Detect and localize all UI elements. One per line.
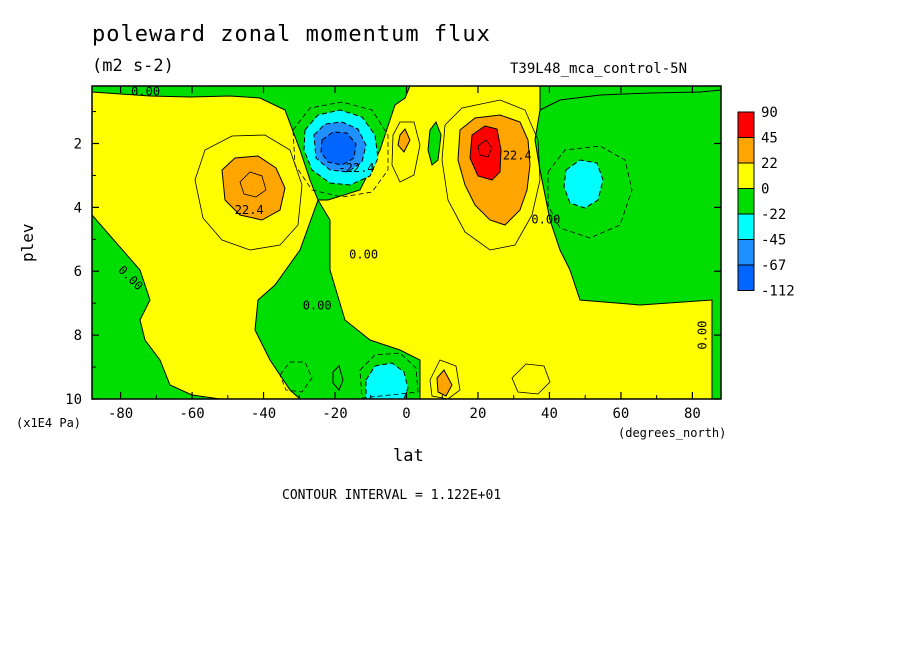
contour-line-small-north	[391, 121, 421, 183]
contour-label: 0.00	[531, 212, 560, 226]
contour-line-west-inner	[239, 171, 267, 198]
contour-label: 22.4	[235, 203, 264, 217]
legend-level-label: 90	[761, 105, 778, 121]
legend-level-label: 0	[761, 182, 769, 198]
contour-label: 0.00	[349, 247, 378, 261]
contour-line-bottom-right	[511, 363, 551, 395]
contour-line-bottom-center	[359, 352, 419, 399]
legend-swatch	[737, 239, 755, 266]
x-tick-label: -20	[322, 406, 347, 422]
contour-line-bottom-left	[279, 361, 313, 393]
x-tick-label: -60	[179, 406, 204, 422]
band-negative-east-top	[539, 86, 721, 111]
legend-swatch	[737, 264, 755, 291]
band-45-to-90	[469, 125, 502, 181]
contour-label: -22.4	[338, 161, 374, 175]
y-axis-units: (x1E4 Pa)	[16, 416, 82, 430]
contour-line-bottom-small	[429, 359, 461, 399]
legend-colorbar: 90 45 22 0 -22 -45 -67 -112	[737, 105, 795, 300]
filled-contours	[92, 86, 721, 399]
legend-level-label: 45	[761, 131, 778, 147]
x-tick-label: -40	[251, 406, 276, 422]
legend-swatch	[737, 162, 755, 189]
x-tick-label: 0	[402, 406, 410, 422]
legend-level-label: 22	[761, 156, 778, 172]
contour-label: 22.4	[503, 148, 532, 162]
legend-level-label: -22	[761, 207, 786, 223]
contour-line-west-outer	[194, 134, 303, 251]
legend-level-label: -112	[761, 284, 795, 300]
x-tick-label: 60	[613, 406, 630, 422]
band-22-to-45-small-1	[397, 128, 411, 153]
x-tick-label: 80	[684, 406, 701, 422]
contour-label: 0.00	[303, 299, 332, 313]
x-axis-units: (degrees_north)	[618, 426, 727, 440]
band-minus45-to-minus22-east	[563, 159, 604, 209]
y-tick-label: 6	[74, 264, 82, 280]
legend-swatch	[737, 188, 755, 215]
band-negative-central	[254, 198, 421, 399]
chart-title: poleward zonal momentum flux	[92, 22, 491, 47]
thin-contours	[194, 99, 633, 399]
legend-level-label: -45	[761, 233, 786, 249]
x-axis: -80 -60 -40 -20 0 20 40 60 80	[108, 86, 701, 422]
y-tick-label: 8	[74, 328, 82, 344]
contour-interval-note: CONTOUR INTERVAL = 1.122E+01	[282, 488, 502, 503]
legend-level-label: -67	[761, 258, 786, 274]
chart-units: (m2 s-2)	[92, 56, 174, 76]
dataset-label: T39L48_mca_control-5N	[510, 61, 688, 77]
y-axis-label: plev	[18, 223, 37, 262]
band-minus112-to-minus67	[320, 131, 357, 166]
legend-swatch	[737, 213, 755, 240]
x-tick-label: -80	[108, 406, 133, 422]
y-axis: 2 4 6 8 10	[65, 111, 721, 408]
band-22-to-45-small-2	[436, 369, 453, 397]
band-negative-west	[92, 214, 221, 399]
band-negative-small-2	[332, 365, 344, 391]
legend-swatch	[737, 137, 755, 164]
contour-line-central-negative	[292, 101, 389, 198]
y-tick-label: 10	[65, 392, 82, 408]
band-minus45-to-minus22-bottom	[365, 362, 409, 399]
x-tick-label: 40	[541, 406, 558, 422]
contour-line-east-inner	[477, 139, 493, 158]
contour-label: 0.00	[131, 85, 160, 99]
band-22-to-45-west	[221, 155, 286, 221]
y-tick-label: 2	[74, 136, 82, 152]
band-negative-small-1	[427, 120, 442, 166]
x-axis-label: lat	[393, 446, 424, 466]
contour-label: 0.00	[696, 321, 710, 350]
y-tick-label: 4	[74, 200, 82, 216]
contour-line-east-outer	[441, 99, 541, 251]
x-tick-label: 20	[470, 406, 487, 422]
legend-swatch	[737, 111, 755, 138]
contour-line-east-negative	[547, 145, 633, 239]
